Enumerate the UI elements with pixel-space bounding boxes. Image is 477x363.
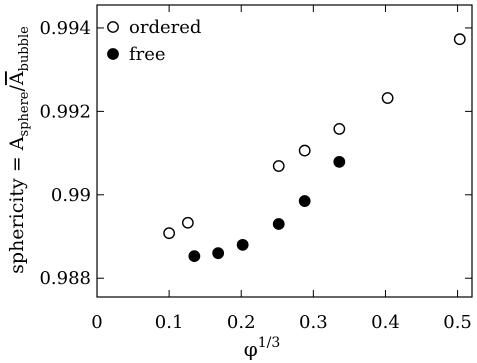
x-tick-label: 0.3: [299, 312, 328, 333]
data-point-free: [212, 247, 225, 260]
data-point-ordered: [298, 144, 311, 157]
data-point-ordered: [272, 160, 285, 172]
data-point-ordered: [453, 33, 466, 46]
x-axis-ticks: 0 0.1 0.2 0.3 0.4 0.5: [91, 5, 472, 333]
legend-label-ordered: ordered: [129, 17, 201, 38]
x-tick-label: 0.4: [371, 312, 400, 333]
data-point-ordered: [163, 227, 176, 240]
data-point-free: [272, 218, 285, 230]
legend-marker-free: [107, 48, 119, 60]
x-axis-title: φ1/3: [244, 335, 281, 361]
y-tick-label: 0.99: [51, 185, 91, 206]
data-point-free: [298, 195, 311, 207]
data-point-ordered: [381, 92, 394, 104]
x-tick-label: 0.1: [155, 312, 184, 333]
data-point-ordered: [333, 122, 346, 135]
data-point-free: [333, 155, 346, 168]
data-point-free: [236, 238, 249, 251]
legend: ordered free: [107, 17, 201, 65]
y-tick-label: 0.992: [39, 101, 91, 122]
y-tick-label: 0.994: [39, 18, 91, 39]
x-tick-label: 0.5: [443, 312, 472, 333]
x-tick-label: 0.2: [227, 312, 256, 333]
data-points: [163, 33, 466, 263]
x-tick-label: 0: [91, 312, 102, 333]
legend-label-free: free: [129, 44, 166, 65]
data-point-ordered: [181, 216, 194, 229]
legend-marker-ordered: [107, 21, 119, 33]
data-point-free: [188, 250, 201, 263]
y-axis-ticks: 0.988 0.99 0.992 0.994: [39, 18, 472, 289]
y-tick-label: 0.988: [39, 268, 91, 289]
plot-frame: [96, 4, 473, 298]
y-axis-title: sphericity = Asphere/Abubble: [6, 26, 32, 274]
